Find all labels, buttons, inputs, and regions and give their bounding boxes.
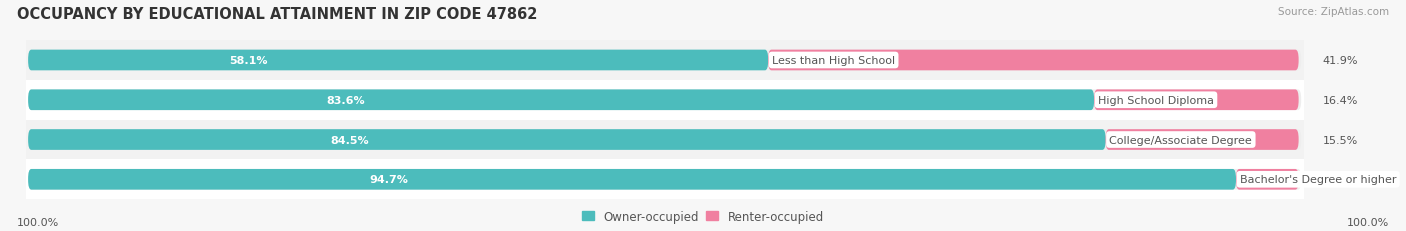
FancyBboxPatch shape [28, 50, 1301, 71]
Bar [25, 81, 1303, 120]
FancyBboxPatch shape [1236, 169, 1299, 190]
Bar [25, 120, 1303, 160]
FancyBboxPatch shape [1094, 90, 1299, 111]
Text: 41.9%: 41.9% [1323, 56, 1358, 66]
Text: 58.1%: 58.1% [229, 56, 267, 66]
Text: 15.5%: 15.5% [1323, 135, 1358, 145]
Text: 94.7%: 94.7% [370, 175, 408, 185]
Text: 84.5%: 84.5% [330, 135, 368, 145]
Text: 5.3%: 5.3% [1323, 175, 1351, 185]
Text: Source: ZipAtlas.com: Source: ZipAtlas.com [1278, 7, 1389, 17]
FancyBboxPatch shape [28, 169, 1301, 190]
FancyBboxPatch shape [28, 130, 1301, 150]
Bar [25, 41, 1303, 81]
Text: 83.6%: 83.6% [326, 95, 366, 105]
FancyBboxPatch shape [28, 90, 1301, 111]
FancyBboxPatch shape [28, 90, 1094, 111]
Legend: Owner-occupied, Renter-occupied: Owner-occupied, Renter-occupied [582, 210, 824, 223]
FancyBboxPatch shape [768, 50, 1299, 71]
Text: High School Diploma: High School Diploma [1098, 95, 1213, 105]
Text: Bachelor's Degree or higher: Bachelor's Degree or higher [1240, 175, 1396, 185]
FancyBboxPatch shape [28, 130, 1105, 150]
FancyBboxPatch shape [28, 50, 768, 71]
FancyBboxPatch shape [1105, 130, 1299, 150]
Text: Less than High School: Less than High School [772, 56, 896, 66]
Text: OCCUPANCY BY EDUCATIONAL ATTAINMENT IN ZIP CODE 47862: OCCUPANCY BY EDUCATIONAL ATTAINMENT IN Z… [17, 7, 537, 22]
Bar [25, 160, 1303, 199]
Text: 100.0%: 100.0% [1347, 217, 1389, 227]
Text: 16.4%: 16.4% [1323, 95, 1358, 105]
Text: College/Associate Degree: College/Associate Degree [1109, 135, 1253, 145]
FancyBboxPatch shape [28, 169, 1236, 190]
Text: 100.0%: 100.0% [17, 217, 59, 227]
